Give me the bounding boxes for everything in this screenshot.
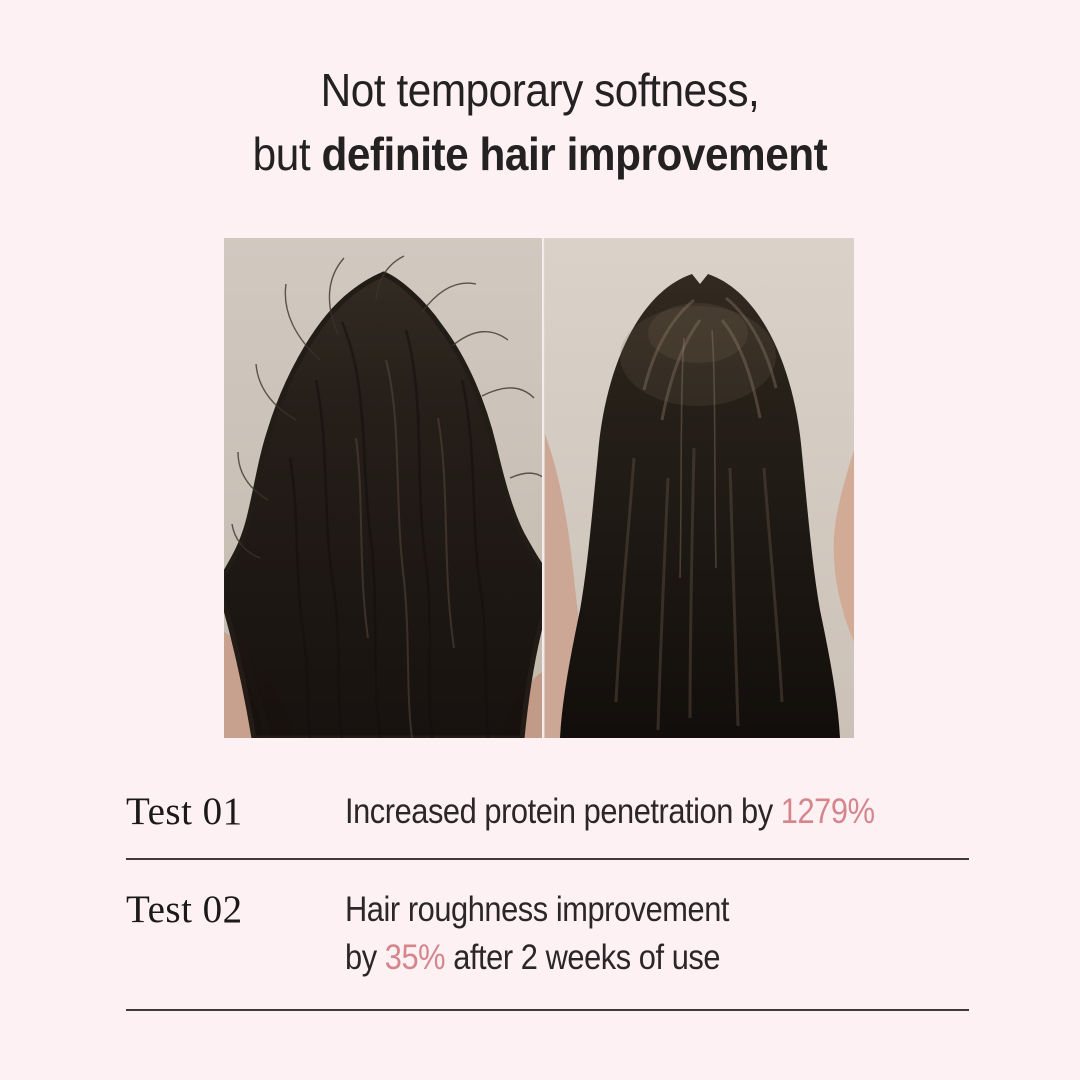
test-row-1: Test 01 Increased protein penetration by…	[126, 792, 969, 832]
headline-line2: but definite hair improvement	[43, 122, 1037, 186]
photo-seam	[542, 238, 545, 738]
test-02-line-2: by 35% after 2 weeks of use	[345, 934, 894, 982]
test-02-text-3: after 2 weeks of use	[445, 938, 721, 977]
test-row-2: Test 02 Hair roughness improvement by 35…	[126, 886, 969, 982]
headline-line2-bold: definite hair improvement	[321, 128, 828, 180]
test-02-line-1: Hair roughness improvement	[345, 886, 894, 934]
test-01-text: Increased protein penetration by	[345, 792, 781, 831]
test-01-highlight-value: 1279%	[780, 792, 875, 831]
headline: Not temporary softness, but definite hai…	[0, 58, 1080, 186]
test-01-line-1: Increased protein penetration by 1279%	[345, 792, 894, 832]
test-02-text-2: by	[345, 938, 385, 977]
test-01-label: Test 01	[126, 790, 243, 833]
divider-1	[126, 858, 969, 860]
test-01-description: Increased protein penetration by 1279%	[345, 792, 969, 832]
before-after-photo-art	[224, 238, 854, 738]
before-after-photo	[224, 238, 854, 738]
test-02-highlight-value: 35%	[384, 938, 446, 977]
before-photo-panel	[224, 238, 542, 738]
headline-line1: Not temporary softness,	[320, 64, 760, 116]
test-02-label: Test 02	[126, 888, 243, 931]
test-02-text-1: Hair roughness improvement	[345, 890, 730, 929]
after-photo-panel	[544, 238, 854, 738]
headline-line2-regular: but	[252, 128, 322, 180]
divider-2	[126, 1009, 969, 1011]
test-02-description: Hair roughness improvement by 35% after …	[345, 886, 969, 982]
